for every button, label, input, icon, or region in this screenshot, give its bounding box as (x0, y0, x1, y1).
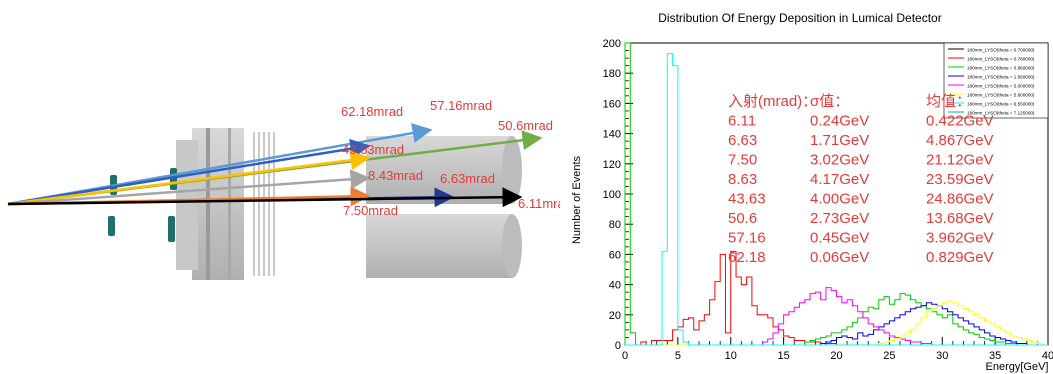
annotation-cell: 8.63 (728, 171, 757, 188)
histogram-line-4 (625, 287, 1048, 346)
label-57-16mrad: 57.16mrad (430, 98, 492, 113)
y-tick-label: 140 (603, 129, 621, 141)
annotation-cell: 21.12GeV (926, 152, 994, 169)
x-tick-label: 5 (675, 350, 681, 362)
annotation-cell: 0.829GeV (926, 249, 994, 266)
x-tick-label: 15 (778, 350, 790, 362)
annotation-cell: 50.6 (728, 210, 757, 227)
legend-entry: 180mm_LYSO(theta = 0.780000) (967, 57, 1035, 62)
y-tick-label: 40 (609, 280, 621, 292)
annotation-cell: 3.02GeV (810, 152, 869, 169)
annotation-cell: 0.24GeV (810, 113, 869, 130)
annotation-cell: 4.867GeV (926, 132, 994, 149)
label-6-63mrad: 6.63mrad (440, 171, 495, 186)
x-tick-label: 20 (830, 350, 842, 362)
annotation-cell: 13.68GeV (926, 210, 994, 227)
angle-rays (7, 123, 543, 208)
legend-entry: 180mm_LYSO(theta = 7.125000) (967, 111, 1035, 116)
annotation-header: σ值： (810, 93, 849, 110)
legend-entry: 180mm_LYSO(theta = 5.800000) (967, 93, 1035, 98)
annotation-cell: 7.50 (728, 152, 757, 169)
legend: 180mm_LYSO(theta = 0.700000) 180mm_LYSO(t… (943, 42, 1049, 119)
annotation-cell: 6.11 (728, 113, 756, 130)
chart-title: Distribution Of Energy Deposition in Lum… (658, 11, 941, 25)
x-tick-label: 25 (883, 350, 895, 362)
y-tick-label: 120 (603, 159, 621, 171)
y-tick-label: 200 (603, 38, 621, 50)
y-tick-label: 60 (609, 249, 621, 261)
x-tick-label: 35 (989, 350, 1001, 362)
annotation-cell: 3.962GeV (926, 230, 994, 247)
y-tick-label: 20 (609, 310, 621, 322)
y-axis-ticks: 0 20 40 60 80 100 120 140 160 180 200 (603, 38, 633, 352)
annotation-cell: 0.422GeV (926, 113, 994, 130)
annotation-cell: 6.63 (728, 132, 757, 149)
label-8-43mrad: 8.43mrad (368, 168, 423, 183)
energy-deposition-histogram: Distribution Of Energy Deposition in Lum… (571, 11, 1053, 373)
y-axis-label: Number of Events (571, 155, 583, 244)
y-tick-label: 80 (609, 219, 621, 231)
label-62-18mrad: 62.18mrad (341, 104, 403, 119)
x-axis-label: Energy[GeV] (986, 361, 1049, 373)
legend-entry: 180mm_LYSO(theta = 5.000000) (967, 84, 1035, 89)
annotation-cell: 4.00GeV (810, 191, 869, 208)
annotation-cell: 0.45GeV (810, 230, 869, 247)
annotation-cell: 62.18 (728, 249, 766, 266)
annotation-cell: 2.73GeV (810, 210, 869, 227)
annotation-cell: 57.16 (728, 230, 766, 247)
y-tick-label: 160 (603, 98, 621, 110)
legend-entry: 180mm_LYSO(theta = 6.550000) (967, 102, 1035, 107)
annotation-cell: 43.63 (728, 191, 766, 208)
histogram-series (624, 42, 1048, 346)
x-axis-ticks: 0 5 10 15 20 25 30 35 40 (622, 337, 1053, 362)
detector-geometry-diagram: 62.18mrad 57.16mrad 50.6mrad 43.63mrad 8… (7, 98, 560, 280)
histogram-line-6 (625, 53, 1048, 346)
label-50-6mrad: 50.6mrad (498, 118, 553, 133)
y-tick-label: 0 (615, 340, 621, 352)
annotation-header: 入射(mrad)： (728, 93, 817, 110)
y-tick-label: 180 (603, 68, 621, 80)
annotation-header: 均值： (926, 93, 971, 110)
lumical-detector-lower (366, 214, 522, 278)
legend-entry: 180mm_LYSO(theta = 1.060000) (967, 75, 1035, 80)
annotation-table: 入射(mrad)：σ值： 均值： 6.11 0.24GeV 0.422GeV 6.63 1.… (728, 93, 994, 266)
annotation-cell: 1.71GeV (810, 132, 869, 149)
label-6-11mrad: 6.11mrad (518, 196, 560, 211)
x-tick-label: 0 (622, 350, 628, 362)
annotation-cell: 4.17GeV (810, 171, 869, 188)
annotation-cell: 24.86GeV (926, 191, 994, 208)
flange (176, 128, 244, 280)
annotation-cell: 23.59GeV (926, 171, 994, 188)
label-43-63mrad: 43.63mrad (342, 142, 404, 157)
label-7-50mrad: 7.50mrad (343, 203, 398, 218)
x-tick-label: 40 (1042, 350, 1053, 362)
annotation-cell: 0.06GeV (810, 249, 869, 266)
x-tick-label: 10 (725, 350, 737, 362)
legend-entry: 180mm_LYSO(theta = 0.860000) (967, 66, 1035, 71)
y-tick-label: 100 (603, 189, 621, 201)
detector-plates (253, 132, 275, 276)
legend-entry: 180mm_LYSO(theta = 0.700000) (967, 48, 1035, 53)
x-tick-label: 30 (936, 350, 948, 362)
